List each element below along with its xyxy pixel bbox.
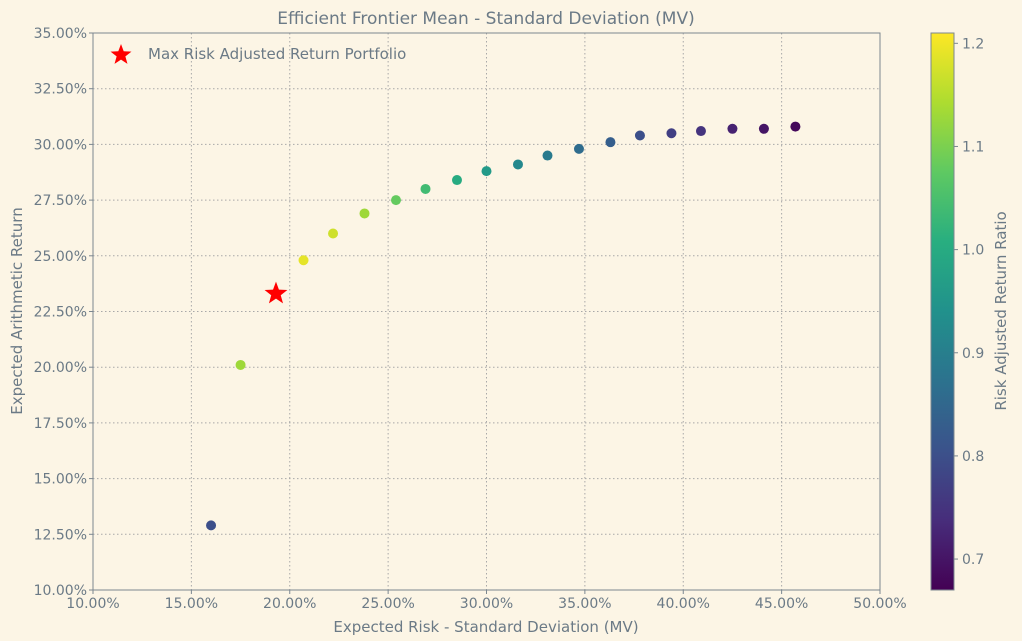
scatter-point bbox=[206, 520, 217, 531]
scatter-point bbox=[727, 123, 738, 134]
y-axis-title: Expected Arithmetic Return bbox=[8, 207, 26, 414]
scatter-points bbox=[206, 121, 801, 531]
colorbar-tick-label: 0.8 bbox=[962, 449, 984, 465]
scatter-point bbox=[605, 137, 616, 148]
scatter-point bbox=[235, 359, 246, 370]
x-tick-label: 30.00% bbox=[460, 596, 513, 612]
y-tick-label: 32.50% bbox=[34, 82, 87, 98]
x-tick-label: 20.00% bbox=[263, 596, 316, 612]
y-tick-label: 27.50% bbox=[34, 193, 87, 209]
colorbar-tick-label: 0.9 bbox=[962, 346, 984, 362]
y-tick-label: 17.50% bbox=[34, 416, 87, 432]
colorbar-tick-label: 1.0 bbox=[962, 243, 984, 259]
colorbar-tick-label: 0.7 bbox=[962, 552, 984, 568]
scatter-point bbox=[758, 123, 769, 134]
colorbar-tick-label: 1.2 bbox=[962, 36, 984, 52]
scatter-point bbox=[451, 175, 462, 186]
colorbar-ticks: 0.7 0.8 0.9 1.0 1.1 1.2 bbox=[954, 36, 984, 568]
scatter-point bbox=[359, 208, 370, 219]
scatter-point bbox=[298, 255, 309, 266]
x-tick-label: 25.00% bbox=[361, 596, 414, 612]
max-risk-adjusted-marker-group bbox=[264, 281, 288, 304]
max-risk-adjusted-star bbox=[264, 281, 288, 304]
scatter-point bbox=[390, 195, 401, 206]
scatter-point bbox=[481, 166, 492, 177]
y-tick-label: 15.00% bbox=[34, 472, 87, 488]
x-axis-title: Expected Risk - Standard Deviation (MV) bbox=[333, 618, 638, 636]
x-tick-label: 35.00% bbox=[558, 596, 611, 612]
y-tick-label: 20.00% bbox=[34, 360, 87, 376]
y-tick-label: 35.00% bbox=[34, 26, 87, 42]
colorbar-tick-label: 1.1 bbox=[962, 139, 984, 155]
scatter-point bbox=[328, 228, 339, 239]
legend-star-icon bbox=[110, 44, 132, 64]
x-tick-label: 50.00% bbox=[853, 596, 906, 612]
y-axis-ticks: 10.00% 12.50% 15.00% 17.50% 20.00% 22.50% 25.0… bbox=[34, 26, 93, 599]
x-tick-label: 40.00% bbox=[657, 596, 710, 612]
y-tick-label: 30.00% bbox=[34, 137, 87, 153]
legend: Max Risk Adjusted Return Portfolio bbox=[110, 44, 406, 64]
y-tick-label: 12.50% bbox=[34, 527, 87, 543]
y-tick-label: 10.00% bbox=[34, 583, 87, 599]
scatter-point bbox=[542, 150, 553, 161]
x-tick-label: 45.00% bbox=[755, 596, 808, 612]
x-tick-label: 10.00% bbox=[66, 596, 119, 612]
scatter-point bbox=[695, 126, 706, 137]
colorbar bbox=[930, 32, 955, 591]
scatter-point bbox=[512, 159, 523, 170]
x-tick-label: 15.00% bbox=[165, 596, 218, 612]
legend-label: Max Risk Adjusted Return Portfolio bbox=[148, 45, 406, 63]
scatter-point bbox=[790, 121, 801, 132]
y-tick-label: 25.00% bbox=[34, 249, 87, 265]
colorbar-title: Risk Adjusted Return Ratio bbox=[992, 211, 1010, 410]
scatter-point bbox=[573, 143, 584, 154]
grid bbox=[93, 33, 880, 590]
scatter-point bbox=[634, 130, 645, 141]
y-tick-label: 22.50% bbox=[34, 305, 87, 321]
scatter-point bbox=[420, 183, 431, 194]
chart-title: Efficient Frontier Mean - Standard Devia… bbox=[277, 9, 694, 29]
scatter-point bbox=[666, 128, 677, 139]
x-axis-ticks: 10.00% 15.00% 20.00% 25.00% 30.00% 35.00% 40.0… bbox=[66, 590, 907, 612]
